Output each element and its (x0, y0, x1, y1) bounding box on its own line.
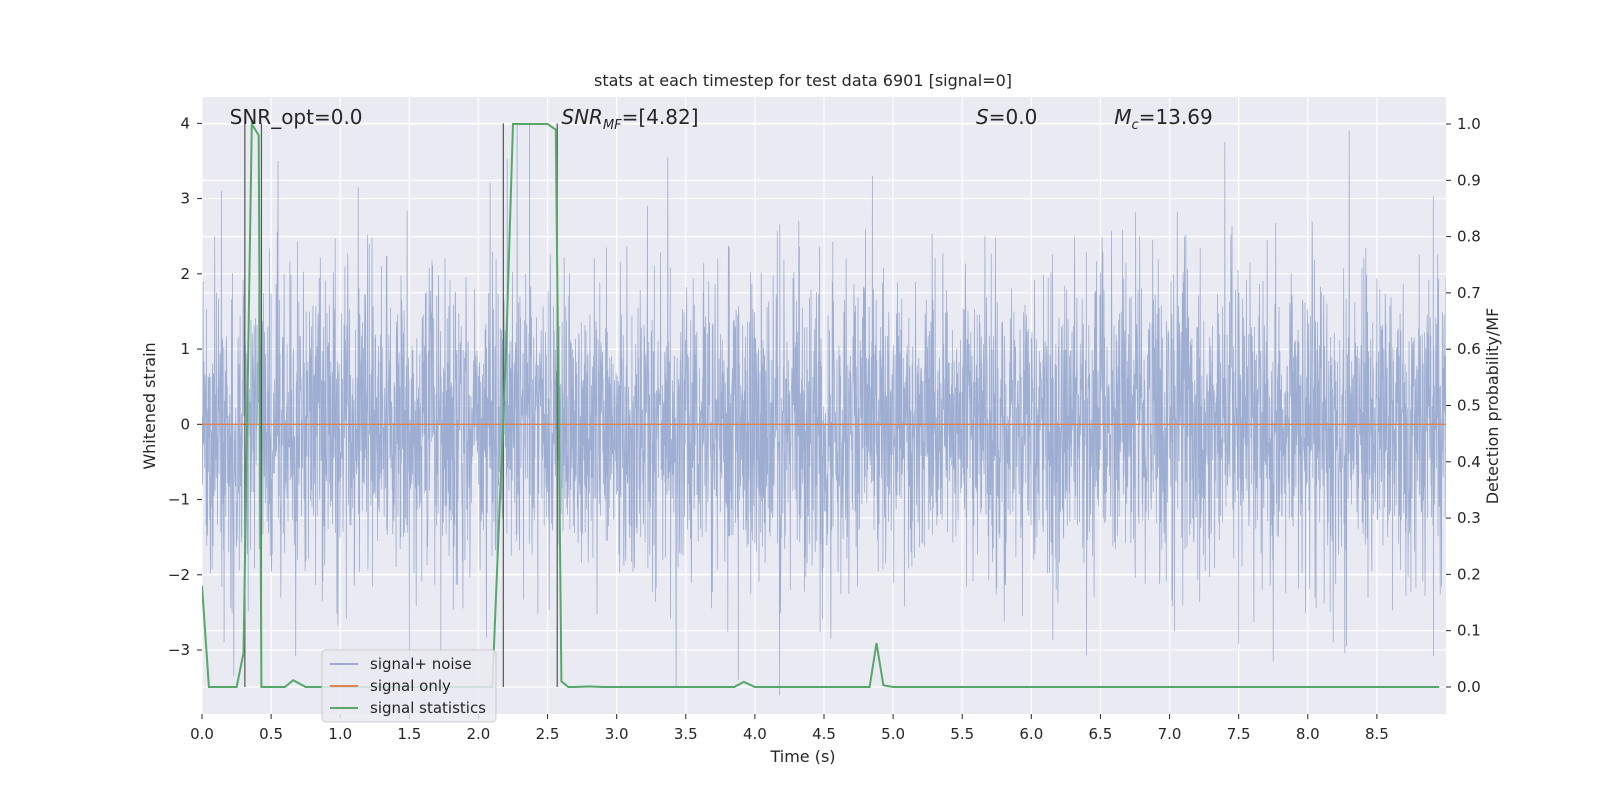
y-axis-label-right: Detection probability/MF (1483, 308, 1502, 505)
y-tick-label-right: 0.4 (1457, 453, 1481, 471)
signal-statistics-line (202, 120, 1440, 688)
x-tick-label: 7.5 (1227, 725, 1251, 743)
x-tick-label: 6.5 (1089, 725, 1113, 743)
y-tick-label-right: 0.3 (1457, 509, 1481, 527)
annotation-rest: =[4.82] (622, 105, 699, 129)
x-tick-label: 0.5 (259, 725, 283, 743)
legend-box (321, 649, 497, 723)
x-tick-label: 8.0 (1296, 725, 1320, 743)
x-tick-label: 1.0 (328, 725, 352, 743)
y-axis-right: 0.0 0.1 0.2 0.3 0.4 0.5 0.6 0.7 0.8 0.9 1.0 (1446, 115, 1481, 696)
y-tick-label-left: 2 (180, 265, 190, 283)
y-tick-label-right: 0.2 (1457, 565, 1481, 583)
legend-label: signal statistics (370, 699, 486, 717)
legend-label: signal only (370, 677, 451, 695)
annotation: SNRMF=[4.82] (561, 105, 698, 133)
y-tick-label-left: −1 (168, 491, 190, 509)
annotation-main: M (1114, 105, 1131, 129)
annotation-rest: =13.69 (1139, 105, 1213, 129)
annotation: SNR_opt=0.0 (230, 105, 363, 129)
x-tick-label: 3.5 (674, 725, 698, 743)
chart-title: stats at each timestep for test data 690… (594, 71, 1012, 90)
annotation-sub: c (1132, 118, 1139, 133)
annotations: SNR_opt=0.0 SNRMF=[4.82] S=0.0 Mc=13.69 (230, 105, 1213, 133)
x-tick-label: 0.0 (190, 725, 214, 743)
annotation-rest: =0.0 (989, 105, 1038, 129)
annotation: S=0.0 (976, 105, 1037, 129)
y-tick-label-right: 0.9 (1457, 171, 1481, 189)
x-tick-label: 2.5 (536, 725, 560, 743)
x-tick-label: 6.0 (1019, 725, 1043, 743)
y-tick-label-right: 0.0 (1457, 678, 1481, 696)
y-tick-label-right: 0.1 (1457, 622, 1481, 640)
x-tick-label: 5.0 (881, 725, 905, 743)
annotation-sub: MF (603, 118, 622, 133)
annotation-main: SNR (561, 105, 603, 129)
y-tick-label-left: 4 (180, 114, 190, 132)
y-tick-label-right: 0.7 (1457, 284, 1481, 302)
legend: signal+ noise signal only signal statistic… (321, 649, 497, 723)
x-tick-label: 4.0 (743, 725, 767, 743)
x-tick-label: 3.0 (605, 725, 629, 743)
annotation: Mc=13.69 (1114, 105, 1212, 133)
y-tick-label-right: 0.6 (1457, 340, 1481, 358)
y-axis-label-left: Whitened strain (140, 342, 159, 469)
y-tick-label-left: −3 (168, 641, 190, 659)
x-tick-label: 4.5 (812, 725, 836, 743)
y-tick-label-right: 0.8 (1457, 228, 1481, 246)
x-axis: 0.0 0.5 1.0 1.5 2.0 2.5 3.0 3.5 4.0 4.5 5.0 5.5 6.0 6… (190, 714, 1389, 743)
y-tick-label-right: 1.0 (1457, 115, 1481, 133)
y-tick-label-left: −2 (168, 566, 190, 584)
annotation-main: SNR_opt=0.0 (230, 105, 363, 129)
x-tick-label: 2.0 (467, 725, 491, 743)
x-tick-label: 1.5 (397, 725, 421, 743)
annotation-main: S (976, 105, 989, 129)
y-axis-left: −3 −2 −1 0 1 2 3 4 (168, 114, 202, 659)
legend-label: signal+ noise (370, 655, 472, 673)
x-axis-label: Time (s) (769, 747, 835, 766)
y-tick-label-left: 1 (180, 340, 190, 358)
x-tick-label: 7.0 (1158, 725, 1182, 743)
x-tick-label: 8.5 (1365, 725, 1389, 743)
x-tick-label: 5.5 (950, 725, 974, 743)
y-tick-label-right: 0.5 (1457, 397, 1481, 415)
y-tick-label-left: 3 (180, 190, 190, 208)
signal-statistics-series (202, 120, 1440, 688)
y-tick-label-left: 0 (180, 415, 190, 433)
